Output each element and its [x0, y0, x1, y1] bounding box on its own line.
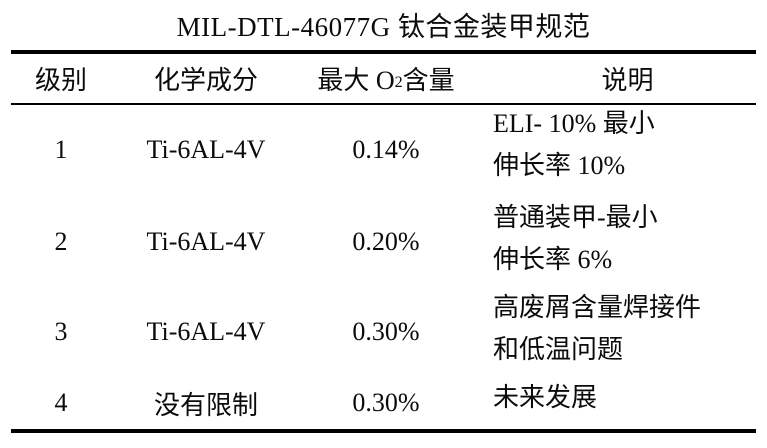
- description-line: 未来发展: [493, 383, 598, 412]
- header-composition: 化学成分: [153, 66, 258, 95]
- table-title: MIL-DTL-46077G 钛合金装甲规范: [176, 12, 591, 42]
- table-row: 4 没有限制 0.30% 未来发展: [11, 377, 756, 429]
- cell-grade: 3: [54, 317, 68, 346]
- description-line: 高废屑含量焊接件: [493, 293, 702, 322]
- header-divider-rule: [11, 103, 756, 105]
- cell-grade: 1: [54, 135, 68, 164]
- table-row: 3 Ti-6AL-4V 0.30% 高废屑含量焊接件 和低温问题: [11, 287, 756, 377]
- description-line: 伸长率 10%: [493, 151, 626, 180]
- cell-grade: 2: [54, 227, 68, 256]
- description-line: ELI- 10% 最小: [493, 109, 655, 138]
- bottom-rule: [11, 429, 756, 433]
- cell-description: ELI- 10% 最小 伸长率 10%: [471, 103, 756, 197]
- cell-max-o2: 0.30%: [352, 317, 420, 346]
- description-line: 普通装甲-最小: [493, 203, 658, 232]
- cell-composition: 没有限制: [153, 390, 258, 420]
- top-rule: [11, 50, 756, 54]
- cell-description: 未来发展: [471, 377, 756, 429]
- description-line: 和低温问题: [493, 335, 624, 364]
- cell-composition: Ti-6AL-4V: [146, 135, 266, 164]
- header-description: 说明: [601, 66, 654, 95]
- table-row: 1 Ti-6AL-4V 0.14% ELI- 10% 最小 伸长率 10%: [11, 103, 756, 197]
- cell-composition: Ti-6AL-4V: [146, 227, 266, 256]
- cell-composition: Ti-6AL-4V: [146, 317, 266, 346]
- header-max-o2-post: 含量: [402, 66, 455, 95]
- cell-description: 普通装甲-最小 伸长率 6%: [471, 197, 756, 287]
- cell-description: 高废屑含量焊接件 和低温问题: [471, 287, 756, 377]
- cell-max-o2: 0.30%: [352, 388, 420, 417]
- table-row: 2 Ti-6AL-4V 0.20% 普通装甲-最小 伸长率 6%: [11, 197, 756, 287]
- cell-max-o2: 0.14%: [352, 135, 420, 164]
- description-line: 伸长率 6%: [493, 245, 613, 274]
- cell-grade: 4: [54, 388, 68, 417]
- header-max-o2-pre: 最大 O: [317, 66, 395, 95]
- cell-max-o2: 0.20%: [352, 227, 420, 256]
- header-grade: 级别: [34, 66, 87, 95]
- header-max-o2-subscript: 2: [394, 74, 403, 91]
